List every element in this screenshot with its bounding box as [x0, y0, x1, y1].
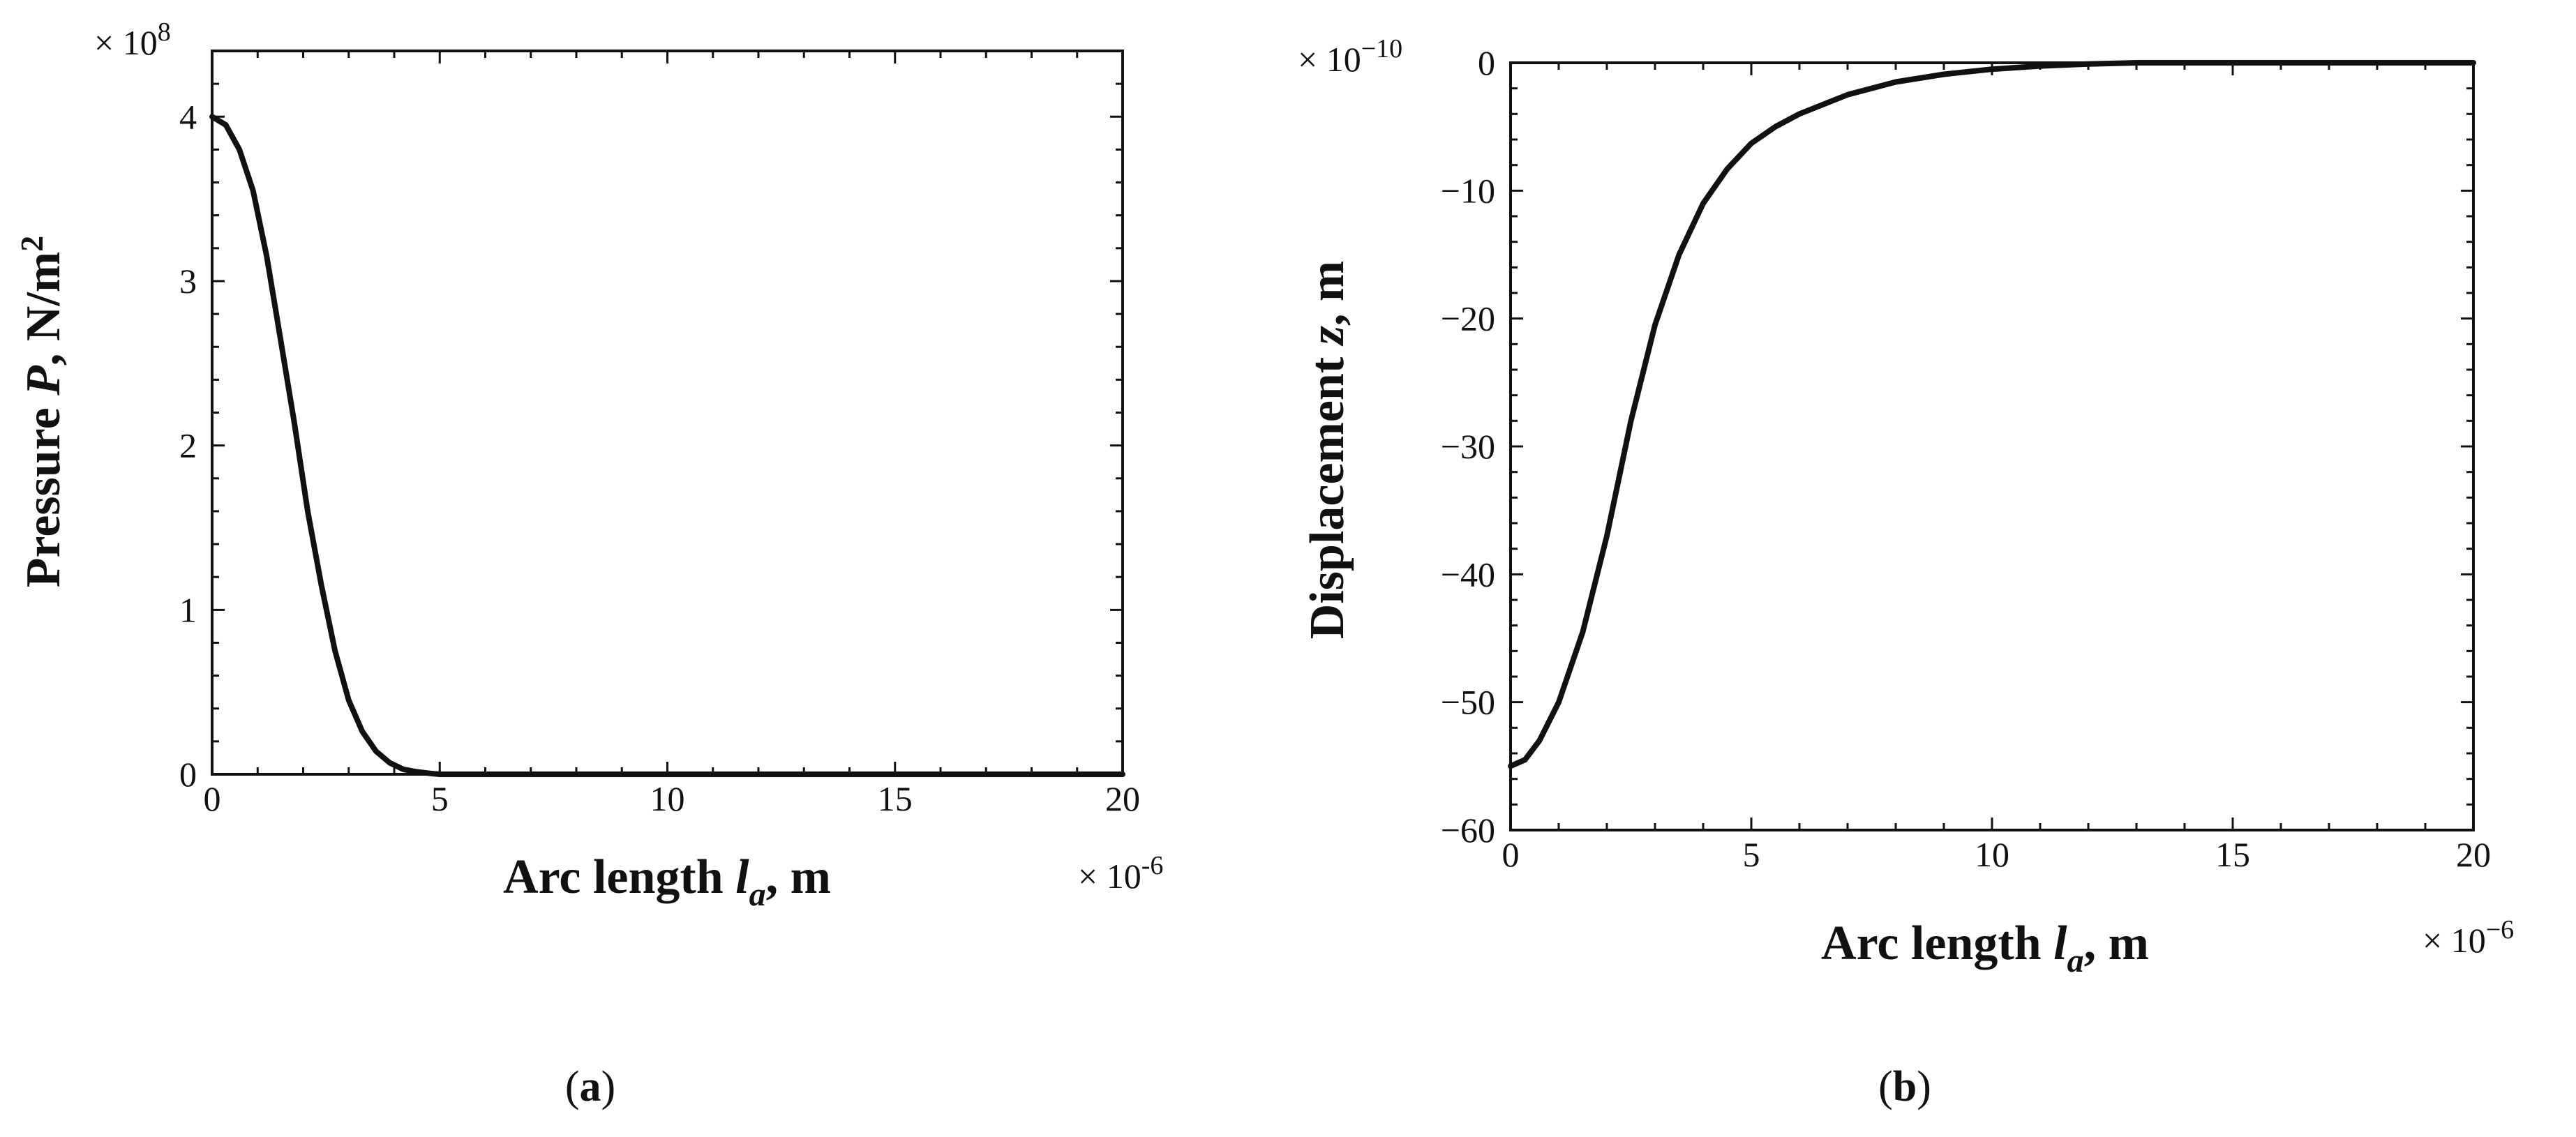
chart-b-x-tick-label: 10: [1975, 835, 2009, 874]
chart-a-y-tick-label: 0: [179, 755, 197, 794]
chart-a-x-tick-label: 20: [1105, 779, 1140, 818]
chart-b-y-tick-label: −10: [1441, 171, 1495, 210]
chart-a-series-line: [209, 114, 1125, 777]
chart-a-ticks: [211, 50, 1124, 776]
chart-b-y-axis-label: Displacement z, m: [1301, 261, 1354, 639]
chart-b-y-tick-label: −20: [1441, 299, 1495, 338]
chart-b-x-axis-label: Arc length la, m: [1821, 917, 2149, 979]
chart-a: 0 5 10 15 20 0 1 2 3 4 × 108 × 10-6 Arc length la…: [14, 17, 1163, 1110]
chart-a-y-tick-label: 4: [179, 97, 197, 136]
chart-b-y-tick-label: −50: [1441, 683, 1495, 722]
chart-b-x-tick-label: 5: [1743, 835, 1760, 874]
chart-b-y-tick-label: −30: [1441, 427, 1495, 466]
chart-b: 0 5 10 15 20 0 −10 −20 −30 −40 −50 −60 × 10−10 × 10…: [1298, 34, 2514, 1110]
chart-b-tick-labels: 0 5 10 15 20 0 −10 −20 −30 −40 −50 −60: [1441, 43, 2491, 874]
chart-a-x-tick-label: 15: [878, 779, 913, 818]
chart-a-x-multiplier: × 10-6: [1078, 851, 1163, 896]
chart-a-panel-label: (a): [565, 1063, 615, 1110]
chart-a-tick-labels: 0 5 10 15 20 0 1 2 3 4: [179, 97, 1140, 818]
chart-b-ticks: [1509, 61, 2475, 831]
chart-b-panel-label: (b): [1878, 1063, 1931, 1110]
chart-b-series-line: [1508, 60, 2476, 769]
chart-a-plot-frame: [211, 50, 1124, 776]
chart-b-plot-frame: [1509, 61, 2475, 831]
chart-b-x-multiplier: × 10−6: [2423, 915, 2514, 960]
chart-a-x-axis-label: Arc length la, m: [503, 850, 831, 913]
chart-a-x-tick-label: 0: [204, 779, 221, 818]
chart-b-y-multiplier: × 10−10: [1298, 34, 1402, 79]
chart-a-y-tick-label: 1: [179, 590, 197, 629]
chart-a-x-tick-label: 10: [650, 779, 685, 818]
chart-a-y-axis-label: Pressure P, N/m2: [14, 236, 70, 588]
chart-b-x-tick-label: 15: [2215, 835, 2250, 874]
chart-a-x-tick-label: 5: [431, 779, 449, 818]
chart-b-x-tick-label: 20: [2456, 835, 2491, 874]
chart-a-y-tick-label: 3: [179, 262, 197, 301]
chart-b-y-tick-label: −60: [1441, 811, 1495, 850]
chart-b-y-tick-label: 0: [1478, 43, 1495, 82]
chart-a-y-tick-label: 2: [179, 426, 197, 465]
chart-a-y-multiplier: × 108: [94, 17, 171, 62]
chart-b-y-tick-label: −40: [1441, 555, 1495, 594]
chart-b-x-tick-label: 0: [1502, 835, 1520, 874]
